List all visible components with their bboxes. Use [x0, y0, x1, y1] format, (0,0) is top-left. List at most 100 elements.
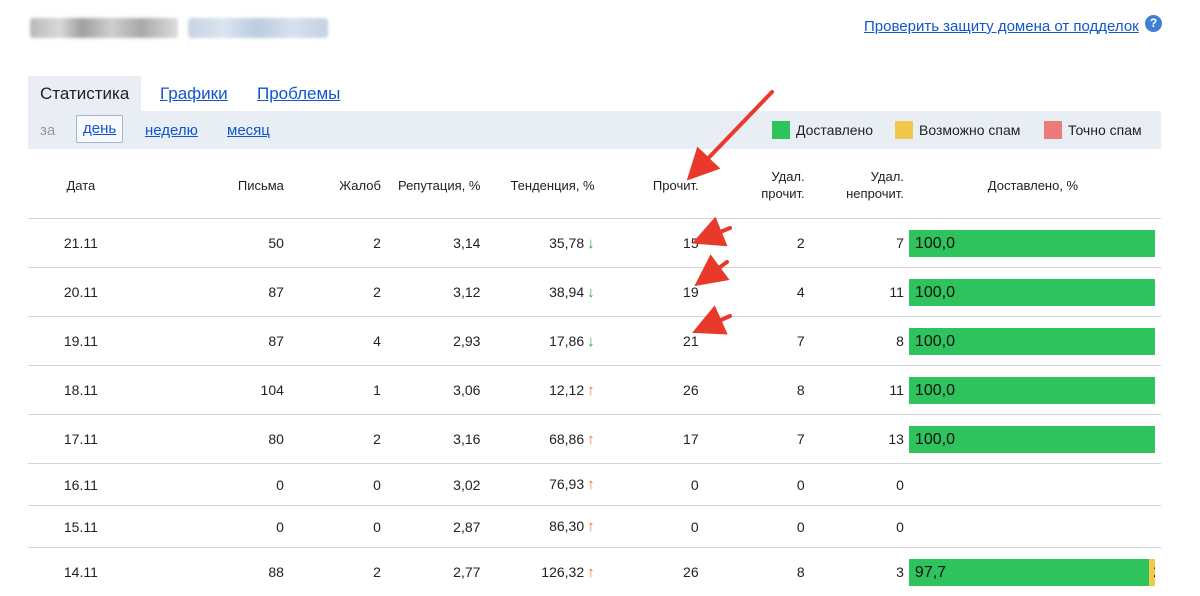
cell-deleted-unread: 0	[806, 506, 905, 548]
trend-value: 76,93	[549, 476, 584, 492]
col-header-deleted-read-line2: прочит.	[761, 186, 804, 201]
cell-reputation: 3,14	[382, 219, 481, 268]
cell-deleted-unread: 7	[806, 219, 905, 268]
cell-letters: 0	[134, 464, 285, 506]
arrow-up-icon: ↑	[587, 518, 595, 535]
cell-complaints: 0	[285, 464, 382, 506]
table-header-row: Дата Письма Жалоб Репутация, % Тенденция…	[28, 152, 1161, 219]
delivery-bar: 100,0	[909, 230, 1155, 257]
cell-deleted-unread: 13	[806, 415, 905, 464]
cell-letters: 88	[134, 548, 285, 596]
col-header-deleted-unread: Удал.непрочит.	[806, 152, 905, 219]
cell-deleted-unread: 8	[806, 317, 905, 366]
cell-read: 0	[596, 506, 707, 548]
cell-deleted-unread: 11	[806, 366, 905, 415]
cell-complaints: 2	[285, 219, 382, 268]
cell-complaints: 2	[285, 415, 382, 464]
stats-table: Дата Письма Жалоб Репутация, % Тенденция…	[28, 152, 1161, 596]
trend-value: 17,86	[549, 333, 584, 349]
cell-trend: 38,94↓	[481, 268, 595, 317]
tab-charts[interactable]: Графики	[148, 76, 240, 111]
cell-trend: 35,78↓	[481, 219, 595, 268]
arrow-down-icon: ↓	[587, 284, 595, 301]
legend-maybe-spam: Возможно спам	[895, 121, 1020, 139]
cell-complaints: 2	[285, 548, 382, 596]
period-month-button[interactable]: месяц	[227, 122, 270, 139]
cell-reputation: 2,87	[382, 506, 481, 548]
cell-delivered	[905, 464, 1161, 506]
cell-trend: 12,12↑	[481, 366, 595, 415]
delivered-segment: 100,0	[909, 279, 1155, 306]
cell-delivered: 100,0	[905, 415, 1161, 464]
period-day-button[interactable]: день	[76, 115, 123, 143]
cell-delivered: 100,0	[905, 366, 1161, 415]
cell-read: 19	[596, 268, 707, 317]
cell-trend: 86,30↑	[481, 506, 595, 548]
blurred-domain-name	[188, 18, 328, 38]
cell-deleted-read: 0	[707, 464, 806, 506]
cell-complaints: 4	[285, 317, 382, 366]
cell-date: 21.11	[28, 219, 134, 268]
col-header-letters: Письма	[134, 152, 285, 219]
legend-maybe-spam-label: Возможно спам	[919, 122, 1020, 138]
tab-problems[interactable]: Проблемы	[245, 76, 352, 111]
cell-deleted-read: 0	[707, 506, 806, 548]
cell-delivered: 100,0	[905, 219, 1161, 268]
col-header-trend: Тенденция, %	[481, 152, 595, 219]
legend-spam-swatch	[1044, 121, 1062, 139]
cell-read: 26	[596, 548, 707, 596]
legend-maybe-spam-swatch	[895, 121, 913, 139]
blurred-account-name	[30, 18, 178, 38]
cell-letters: 50	[134, 219, 285, 268]
legend-spam-label: Точно спам	[1068, 122, 1142, 138]
trend-value: 12,12	[549, 382, 584, 398]
cell-complaints: 1	[285, 366, 382, 415]
cell-letters: 87	[134, 317, 285, 366]
arrow-down-icon: ↓	[587, 333, 595, 350]
cell-trend: 76,93↑	[481, 464, 595, 506]
col-header-complaints: Жалоб	[285, 152, 382, 219]
legend-delivered: Доставлено	[772, 121, 873, 139]
cell-read: 15	[596, 219, 707, 268]
col-header-read: Прочит.	[596, 152, 707, 219]
legend-spam: Точно спам	[1044, 121, 1142, 139]
tab-statistics[interactable]: Статистика	[28, 76, 141, 111]
cell-letters: 104	[134, 366, 285, 415]
cell-reputation: 3,02	[382, 464, 481, 506]
cell-read: 0	[596, 464, 707, 506]
cell-delivered	[905, 506, 1161, 548]
delivery-bar: 100,0	[909, 328, 1155, 355]
cell-letters: 87	[134, 268, 285, 317]
col-header-delivered: Доставлено, %	[905, 152, 1161, 219]
cell-delivered: 97,72,3	[905, 548, 1161, 596]
trend-value: 68,86	[549, 431, 584, 447]
cell-complaints: 0	[285, 506, 382, 548]
maybe-spam-segment: 2,3	[1149, 559, 1155, 586]
delivered-segment: 100,0	[909, 426, 1155, 453]
col-header-deleted-read-line1: Удал.	[771, 169, 804, 184]
trend-value: 126,32	[541, 564, 584, 580]
period-toolbar: за день неделю месяц Доставлено Возможно…	[28, 111, 1161, 149]
cell-reputation: 3,06	[382, 366, 481, 415]
cell-deleted-unread: 3	[806, 548, 905, 596]
cell-complaints: 2	[285, 268, 382, 317]
cell-delivered: 100,0	[905, 268, 1161, 317]
delivered-segment: 100,0	[909, 328, 1155, 355]
legend-delivered-swatch	[772, 121, 790, 139]
check-domain-protection-link[interactable]: Проверить защиту домена от подделок	[864, 18, 1139, 35]
cell-letters: 0	[134, 506, 285, 548]
cell-trend: 68,86↑	[481, 415, 595, 464]
period-week-button[interactable]: неделю	[145, 122, 198, 139]
trend-value: 86,30	[549, 518, 584, 534]
delivered-segment: 100,0	[909, 230, 1155, 257]
cell-reputation: 2,77	[382, 548, 481, 596]
delivery-bar: 97,72,3	[909, 559, 1155, 586]
question-icon[interactable]: ?	[1145, 15, 1162, 32]
delivered-segment: 97,7	[909, 559, 1149, 586]
delivery-bar: 100,0	[909, 279, 1155, 306]
arrow-up-icon: ↑	[587, 382, 595, 399]
cell-deleted-read: 8	[707, 366, 806, 415]
